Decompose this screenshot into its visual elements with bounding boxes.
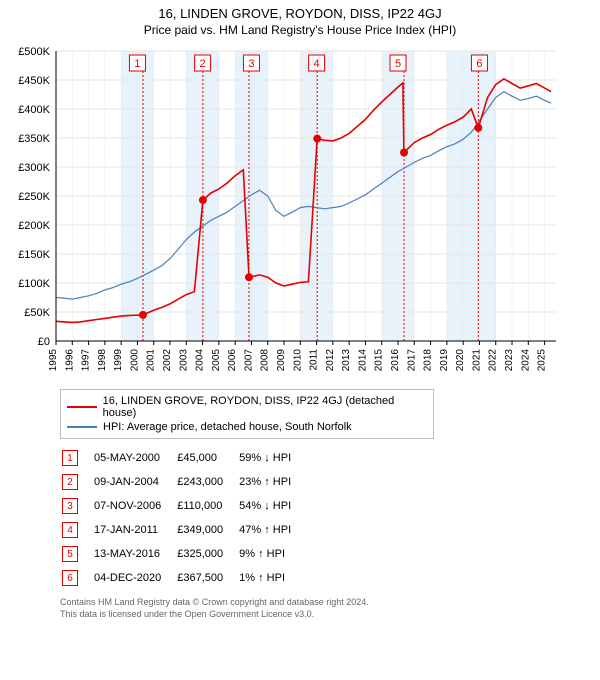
price-chart: £0 £50K £100K £150K £200K £250K £300K £350K £400… bbox=[0, 41, 560, 381]
svg-text:2025: 2025 bbox=[537, 349, 548, 372]
transaction-marker: 5 bbox=[62, 546, 78, 562]
svg-text:1996: 1996 bbox=[64, 349, 75, 372]
svg-text:2018: 2018 bbox=[423, 349, 434, 372]
transaction-delta: 9% ↑ HPI bbox=[239, 543, 305, 565]
svg-text:2000: 2000 bbox=[129, 349, 140, 372]
transaction-date: 05-MAY-2000 bbox=[94, 447, 175, 469]
transaction-price: £325,000 bbox=[177, 543, 237, 565]
svg-text:2017: 2017 bbox=[406, 349, 417, 372]
transaction-date: 09-JAN-2004 bbox=[94, 471, 175, 493]
transaction-date: 13-MAY-2016 bbox=[94, 543, 175, 565]
svg-text:£200K: £200K bbox=[18, 220, 50, 232]
svg-text:2007: 2007 bbox=[243, 349, 254, 372]
svg-text:6: 6 bbox=[476, 58, 482, 70]
svg-text:2006: 2006 bbox=[227, 349, 238, 372]
table-row: 4 17-JAN-2011£349,00047% ↑ HPI bbox=[62, 519, 305, 541]
table-row: 2 09-JAN-2004£243,00023% ↑ HPI bbox=[62, 471, 305, 493]
svg-text:£150K: £150K bbox=[18, 249, 50, 261]
svg-text:2001: 2001 bbox=[146, 349, 157, 372]
svg-text:2009: 2009 bbox=[276, 349, 287, 372]
table-row: 5 13-MAY-2016£325,0009% ↑ HPI bbox=[62, 543, 305, 565]
svg-text:2013: 2013 bbox=[341, 349, 352, 372]
svg-text:1995: 1995 bbox=[48, 349, 59, 372]
transaction-delta: 59% ↓ HPI bbox=[239, 447, 305, 469]
license-text: Contains HM Land Registry data © Crown c… bbox=[60, 597, 576, 620]
transaction-marker: 6 bbox=[62, 570, 78, 586]
svg-text:2019: 2019 bbox=[439, 349, 450, 372]
svg-text:2021: 2021 bbox=[471, 349, 482, 372]
svg-text:1998: 1998 bbox=[97, 349, 108, 372]
svg-text:2011: 2011 bbox=[309, 349, 320, 371]
svg-text:2020: 2020 bbox=[455, 349, 466, 372]
transaction-marker: 3 bbox=[62, 498, 78, 514]
svg-text:2016: 2016 bbox=[390, 349, 401, 372]
svg-text:£100K: £100K bbox=[18, 278, 50, 290]
svg-text:1997: 1997 bbox=[81, 349, 92, 372]
svg-text:2: 2 bbox=[200, 58, 206, 70]
svg-text:2002: 2002 bbox=[162, 349, 173, 372]
svg-text:1: 1 bbox=[134, 58, 140, 70]
transaction-price: £243,000 bbox=[177, 471, 237, 493]
svg-text:£500K: £500K bbox=[18, 46, 50, 58]
legend-label-property: 16, LINDEN GROVE, ROYDON, DISS, IP22 4GJ… bbox=[103, 395, 427, 419]
svg-text:1999: 1999 bbox=[113, 349, 124, 372]
svg-text:2024: 2024 bbox=[520, 349, 531, 372]
transaction-marker: 4 bbox=[62, 522, 78, 538]
svg-text:£0: £0 bbox=[38, 336, 50, 348]
transaction-price: £367,500 bbox=[177, 567, 237, 589]
transaction-delta: 54% ↓ HPI bbox=[239, 495, 305, 517]
svg-text:2014: 2014 bbox=[357, 349, 368, 372]
transaction-date: 17-JAN-2011 bbox=[94, 519, 175, 541]
svg-text:£300K: £300K bbox=[18, 162, 50, 174]
svg-text:2004: 2004 bbox=[195, 349, 206, 372]
svg-text:2015: 2015 bbox=[374, 349, 385, 372]
svg-text:2010: 2010 bbox=[292, 349, 303, 372]
svg-text:3: 3 bbox=[248, 58, 254, 70]
table-row: 3 07-NOV-2006£110,00054% ↓ HPI bbox=[62, 495, 305, 517]
chart-title: 16, LINDEN GROVE, ROYDON, DISS, IP22 4GJ bbox=[0, 0, 600, 21]
transaction-date: 07-NOV-2006 bbox=[94, 495, 175, 517]
svg-text:5: 5 bbox=[395, 58, 401, 70]
svg-text:2008: 2008 bbox=[260, 349, 271, 372]
legend-swatch-hpi bbox=[67, 426, 97, 427]
svg-text:2005: 2005 bbox=[211, 349, 222, 372]
svg-text:2012: 2012 bbox=[325, 349, 336, 372]
legend-swatch-property bbox=[67, 406, 97, 408]
table-row: 6 04-DEC-2020£367,5001% ↑ HPI bbox=[62, 567, 305, 589]
transaction-delta: 1% ↑ HPI bbox=[239, 567, 305, 589]
svg-text:£250K: £250K bbox=[18, 191, 50, 203]
svg-text:2022: 2022 bbox=[488, 349, 499, 372]
transaction-marker: 2 bbox=[62, 474, 78, 490]
transaction-delta: 23% ↑ HPI bbox=[239, 471, 305, 493]
transaction-price: £349,000 bbox=[177, 519, 237, 541]
svg-text:£50K: £50K bbox=[24, 307, 50, 319]
svg-text:£400K: £400K bbox=[18, 104, 50, 116]
transaction-date: 04-DEC-2020 bbox=[94, 567, 175, 589]
transaction-marker: 1 bbox=[62, 450, 78, 466]
svg-text:4: 4 bbox=[314, 58, 320, 70]
transactions-table: 1 05-MAY-2000£45,00059% ↓ HPI 2 09-JAN-2004… bbox=[60, 445, 307, 591]
svg-text:£350K: £350K bbox=[18, 133, 50, 145]
svg-text:£450K: £450K bbox=[18, 75, 50, 87]
transaction-price: £110,000 bbox=[177, 495, 237, 517]
legend-label-hpi: HPI: Average price, detached house, Sout… bbox=[103, 421, 352, 433]
svg-text:2003: 2003 bbox=[178, 349, 189, 372]
transaction-price: £45,000 bbox=[177, 447, 237, 469]
transaction-delta: 47% ↑ HPI bbox=[239, 519, 305, 541]
svg-text:2023: 2023 bbox=[504, 349, 515, 372]
chart-subtitle: Price paid vs. HM Land Registry's House … bbox=[0, 21, 600, 41]
table-row: 1 05-MAY-2000£45,00059% ↓ HPI bbox=[62, 447, 305, 469]
legend: 16, LINDEN GROVE, ROYDON, DISS, IP22 4GJ… bbox=[60, 389, 434, 439]
